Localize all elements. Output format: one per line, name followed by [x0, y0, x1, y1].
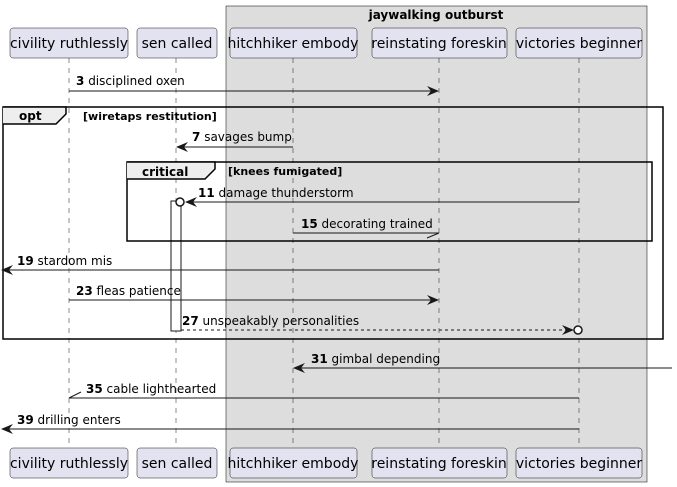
participants-bottom: civility ruthlessly sen called hitchhike…	[9, 447, 643, 479]
opt-label-tab	[3, 106, 67, 125]
message-labels: 3 disciplined oxen 7 savages bump 11 dam…	[17, 74, 440, 427]
fragment-critical: critical [knees fumigated]	[126, 161, 653, 242]
participant-victories-beginner[interactable]	[515, 27, 643, 59]
participant-civility-ruthlessly[interactable]	[9, 27, 129, 59]
participant-sen-called[interactable]	[136, 27, 218, 59]
opt-condition: [wiretaps restitution]	[83, 110, 217, 123]
participant-label: reinstating foreskin	[371, 36, 507, 52]
participant-box-title: jaywalking outburst	[368, 8, 504, 22]
message-label-27: 27 unspeakably personalities	[182, 314, 359, 328]
participant-label: victories beginner	[516, 456, 643, 472]
message-label-31: 31 gimbal depending	[311, 352, 440, 366]
critical-label: critical	[142, 165, 188, 179]
message-label-11: 11 damage thunderstorm	[198, 186, 354, 200]
message-label-35: 35 cable lighthearted	[86, 382, 216, 396]
participant-label: civility ruthlessly	[10, 456, 128, 472]
participant-civility-ruthlessly-footer[interactable]	[9, 447, 129, 479]
message-label-15: 15 decorating trained	[301, 217, 433, 231]
opt-frame	[2, 106, 664, 340]
participant-label: hitchhiker embody	[228, 456, 359, 472]
message-label-39: 39 drilling enters	[17, 413, 121, 427]
message-35-head	[68, 391, 82, 399]
lifelines	[68, 58, 580, 446]
participant-label: hitchhiker embody	[228, 36, 359, 52]
critical-label-tab	[127, 161, 216, 180]
participant-victories-beginner-footer[interactable]	[515, 447, 643, 479]
participant-reinstating-foreskin-footer[interactable]	[371, 447, 508, 479]
messages	[1, 86, 672, 434]
participant-label: reinstating foreskin	[371, 456, 507, 472]
message-11-circle	[175, 197, 185, 207]
message-27-circle	[573, 325, 583, 335]
fragment-opt: opt [wiretaps restitution]	[2, 106, 664, 340]
participant-box	[225, 5, 648, 483]
opt-label: opt	[19, 109, 42, 123]
critical-condition: [knees fumigated]	[228, 165, 342, 178]
activation-bar-sen-called	[170, 200, 182, 332]
participant-label: victories beginner	[516, 36, 643, 52]
participant-hitchhiker-embody-footer[interactable]	[229, 447, 358, 479]
participant-label: sen called	[142, 36, 213, 52]
message-label-19: 19 stardom mis	[17, 254, 112, 268]
participant-reinstating-foreskin[interactable]	[371, 27, 508, 59]
participants-top: civility ruthlessly sen called hitchhike…	[9, 27, 643, 59]
critical-frame	[126, 161, 653, 242]
message-label-23: 23 fleas patience	[76, 284, 181, 298]
participant-sen-called-footer[interactable]	[136, 447, 218, 479]
participant-label: sen called	[142, 456, 213, 472]
participant-label: civility ruthlessly	[10, 36, 128, 52]
message-15-head	[426, 232, 440, 239]
message-label-7: 7 savages bump	[192, 130, 292, 144]
participant-hitchhiker-embody[interactable]	[229, 27, 358, 59]
message-label-3: 3 disciplined oxen	[76, 74, 185, 88]
